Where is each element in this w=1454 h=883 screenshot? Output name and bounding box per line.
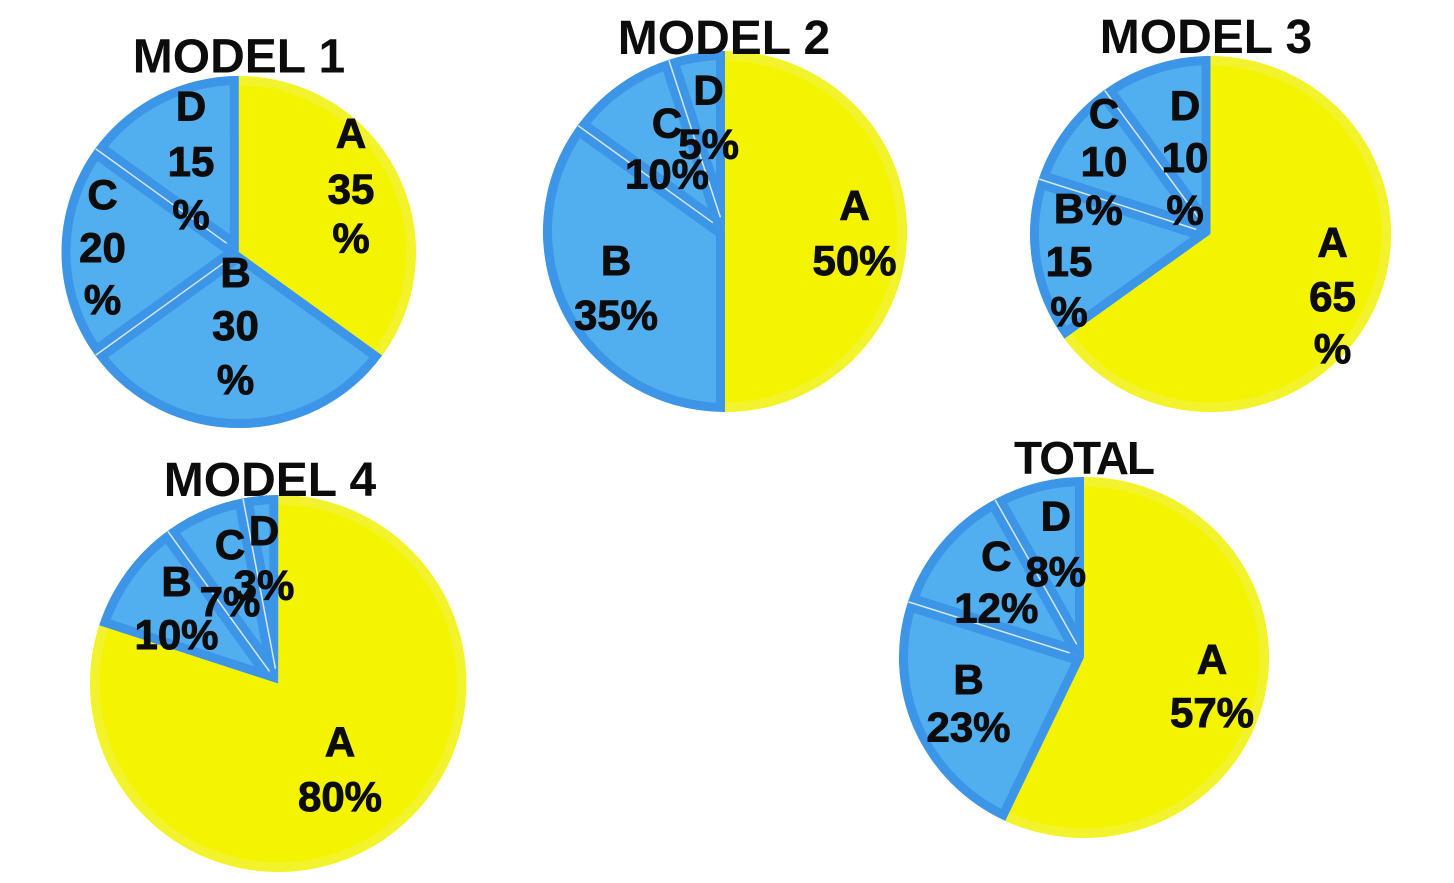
svg-text:%: % bbox=[1050, 288, 1087, 335]
svg-text:10%: 10% bbox=[625, 150, 709, 197]
svg-text:MODEL 3: MODEL 3 bbox=[1100, 11, 1312, 64]
svg-text:B: B bbox=[161, 558, 191, 605]
svg-text:D: D bbox=[693, 66, 723, 113]
svg-text:%: % bbox=[332, 215, 369, 262]
svg-text:%: % bbox=[217, 356, 254, 403]
svg-text:A: A bbox=[1197, 636, 1227, 683]
svg-text:57%: 57% bbox=[1170, 689, 1254, 736]
svg-text:10%: 10% bbox=[134, 611, 218, 658]
svg-text:3%: 3% bbox=[234, 562, 295, 609]
svg-text:12%: 12% bbox=[954, 585, 1038, 632]
svg-text:C: C bbox=[981, 532, 1011, 579]
svg-text:35: 35 bbox=[328, 166, 375, 213]
svg-text:C: C bbox=[652, 100, 682, 147]
svg-text:B: B bbox=[601, 237, 631, 284]
svg-text:23%: 23% bbox=[926, 704, 1010, 751]
svg-text:D: D bbox=[1170, 82, 1200, 129]
svg-text:A: A bbox=[1317, 219, 1347, 266]
svg-text:MODEL 2: MODEL 2 bbox=[618, 12, 830, 65]
svg-text:10: 10 bbox=[1081, 138, 1128, 185]
svg-text:A: A bbox=[839, 182, 869, 229]
svg-text:TOTAL: TOTAL bbox=[1014, 432, 1154, 484]
svg-text:B: B bbox=[953, 656, 983, 703]
svg-text:D: D bbox=[176, 83, 206, 130]
svg-text:%: % bbox=[1314, 325, 1351, 372]
svg-text:B: B bbox=[220, 249, 250, 296]
svg-text:C: C bbox=[87, 171, 117, 218]
svg-text:80%: 80% bbox=[298, 773, 382, 820]
svg-text:D: D bbox=[249, 507, 279, 554]
svg-text:35%: 35% bbox=[574, 292, 658, 339]
svg-text:A: A bbox=[325, 719, 355, 766]
svg-text:10: 10 bbox=[1162, 134, 1209, 181]
svg-text:C: C bbox=[1089, 90, 1119, 137]
svg-text:%: % bbox=[84, 276, 121, 323]
svg-text:MODEL 4: MODEL 4 bbox=[164, 454, 377, 507]
svg-text:7%: 7% bbox=[200, 578, 261, 625]
svg-text:30: 30 bbox=[212, 302, 259, 349]
svg-text:%: % bbox=[1166, 187, 1203, 234]
svg-text:%: % bbox=[1085, 187, 1122, 234]
svg-text:20: 20 bbox=[79, 224, 126, 271]
svg-text:MODEL 1: MODEL 1 bbox=[133, 31, 345, 84]
svg-text:A: A bbox=[336, 110, 366, 157]
svg-text:65: 65 bbox=[1309, 273, 1356, 320]
svg-text:8%: 8% bbox=[1025, 548, 1086, 595]
svg-text:%: % bbox=[172, 191, 209, 238]
svg-text:50%: 50% bbox=[812, 237, 896, 284]
svg-text:C: C bbox=[215, 521, 245, 568]
svg-text:D: D bbox=[1041, 493, 1071, 540]
svg-text:15: 15 bbox=[168, 138, 215, 185]
svg-text:5%: 5% bbox=[678, 120, 739, 167]
svg-text:B: B bbox=[1054, 185, 1084, 232]
svg-text:15: 15 bbox=[1046, 238, 1093, 285]
